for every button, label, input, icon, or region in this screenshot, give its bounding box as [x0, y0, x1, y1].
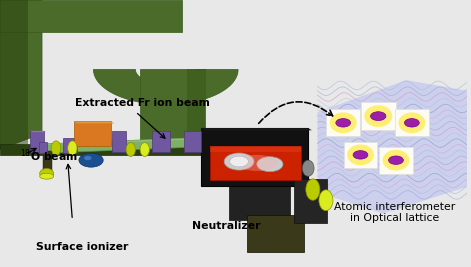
- Circle shape: [79, 153, 103, 167]
- Circle shape: [371, 112, 386, 121]
- Ellipse shape: [398, 112, 425, 133]
- Polygon shape: [201, 128, 312, 130]
- Ellipse shape: [40, 173, 54, 179]
- Polygon shape: [140, 69, 205, 150]
- Polygon shape: [112, 131, 126, 152]
- Ellipse shape: [319, 190, 333, 211]
- Text: Surface ionizer: Surface ionizer: [35, 242, 128, 252]
- Polygon shape: [152, 131, 171, 152]
- Polygon shape: [0, 144, 205, 155]
- Circle shape: [230, 156, 248, 167]
- FancyBboxPatch shape: [395, 109, 429, 136]
- Polygon shape: [63, 138, 77, 153]
- Ellipse shape: [68, 141, 77, 155]
- Polygon shape: [37, 136, 234, 145]
- Polygon shape: [210, 146, 301, 180]
- FancyBboxPatch shape: [379, 147, 413, 174]
- FancyBboxPatch shape: [344, 142, 377, 168]
- Ellipse shape: [330, 112, 357, 133]
- Polygon shape: [247, 215, 303, 252]
- Ellipse shape: [40, 168, 54, 179]
- Polygon shape: [74, 121, 111, 146]
- Text: Neutralizer: Neutralizer: [192, 221, 261, 231]
- Text: Atomic interferometer
in Optical lattice: Atomic interferometer in Optical lattice: [334, 202, 455, 223]
- Ellipse shape: [126, 143, 136, 156]
- Polygon shape: [317, 80, 467, 214]
- Ellipse shape: [382, 150, 409, 171]
- Circle shape: [224, 153, 254, 170]
- FancyBboxPatch shape: [326, 109, 360, 136]
- Polygon shape: [30, 131, 46, 132]
- Ellipse shape: [236, 155, 278, 171]
- FancyBboxPatch shape: [361, 102, 396, 130]
- Ellipse shape: [347, 144, 374, 165]
- Ellipse shape: [306, 179, 320, 200]
- Polygon shape: [0, 0, 42, 150]
- Polygon shape: [0, 0, 182, 32]
- Polygon shape: [37, 136, 234, 154]
- Polygon shape: [43, 151, 52, 172]
- Circle shape: [84, 156, 91, 160]
- Ellipse shape: [364, 105, 392, 127]
- Polygon shape: [0, 0, 28, 150]
- Polygon shape: [185, 131, 201, 152]
- Circle shape: [257, 157, 283, 172]
- Polygon shape: [210, 146, 301, 152]
- Circle shape: [389, 156, 403, 164]
- Polygon shape: [39, 142, 47, 153]
- Polygon shape: [187, 69, 205, 150]
- Polygon shape: [74, 121, 114, 123]
- Polygon shape: [201, 128, 308, 186]
- Ellipse shape: [302, 160, 314, 176]
- Circle shape: [353, 151, 368, 159]
- Circle shape: [336, 119, 350, 127]
- Polygon shape: [229, 184, 290, 220]
- Ellipse shape: [51, 141, 61, 155]
- Polygon shape: [30, 131, 44, 152]
- Text: Extracted Fr ion beam: Extracted Fr ion beam: [75, 98, 210, 108]
- Polygon shape: [93, 69, 238, 105]
- Ellipse shape: [140, 143, 149, 156]
- Circle shape: [405, 119, 419, 127]
- Polygon shape: [294, 179, 327, 223]
- Text: $^{18}$O beam: $^{18}$O beam: [20, 148, 78, 164]
